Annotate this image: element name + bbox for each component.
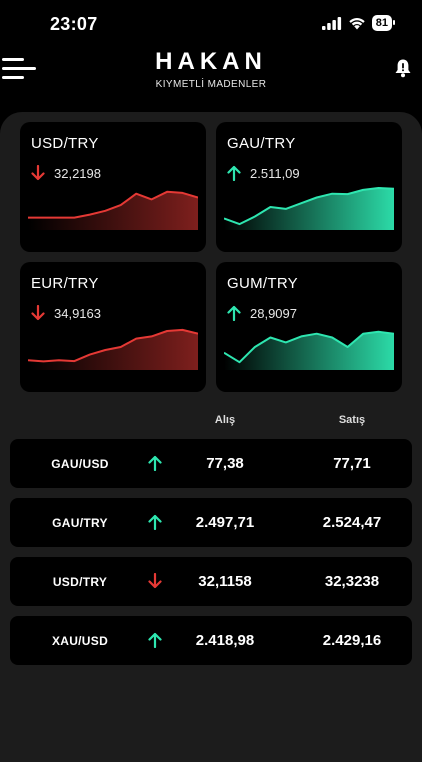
sparkline-line <box>224 187 394 226</box>
sparkline-line <box>224 330 394 364</box>
row-symbol: GAU/USD <box>51 457 109 471</box>
card-symbol: USD/TRY <box>31 135 99 152</box>
row-ask-price: 2.524,47 <box>322 514 382 531</box>
bid-column-header: Alış <box>214 414 236 426</box>
row-ask-price: 77,71 <box>333 455 371 472</box>
sparkline-area <box>28 329 198 370</box>
table-row[interactable]: USD/TRY 32,1158 32,3238 <box>10 557 412 606</box>
menu-button[interactable] <box>2 56 38 84</box>
card-value: 28,9097 <box>250 306 297 321</box>
card-value: 32,2198 <box>54 166 101 181</box>
card-value: 34,9163 <box>54 306 101 321</box>
row-bid-price: 77,38 <box>206 455 244 472</box>
hamburger-icon <box>2 58 24 61</box>
rate-card-eur-try[interactable]: EUR/TRY 34,9163 <box>20 262 206 392</box>
app-title: HAKAN <box>155 48 267 75</box>
trend-up-arrow-icon <box>227 165 241 181</box>
sparkline-chart <box>224 187 394 230</box>
table-row[interactable]: XAU/USD 2.418,98 2.429,16 <box>10 616 412 665</box>
row-symbol: USD/TRY <box>52 575 108 589</box>
status-time: 23:07 <box>50 14 98 34</box>
table-row[interactable]: GAU/USD 77,38 77,71 <box>10 439 412 488</box>
row-ask-price: 2.429,16 <box>322 632 382 649</box>
app-header: HAKAN KIYMETLİ MADENLER <box>0 48 422 108</box>
status-bar: 23:07 81 <box>0 0 422 48</box>
status-icons: 81 <box>321 15 396 31</box>
ask-column-header: Satış <box>338 414 366 426</box>
sparkline-area <box>28 191 198 230</box>
table-row[interactable]: GAU/TRY 2.497,71 2.524,47 <box>10 498 412 547</box>
row-ask-price: 32,3238 <box>324 573 380 590</box>
trend-up-arrow-icon <box>148 455 162 471</box>
sparkline-chart <box>28 328 198 370</box>
trend-down-arrow-icon <box>148 573 162 589</box>
hamburger-icon-line <box>2 67 36 70</box>
row-bid-price: 2.418,98 <box>195 632 255 649</box>
rate-card-usd-try[interactable]: USD/TRY 32,2198 <box>20 122 206 252</box>
card-symbol: GUM/TRY <box>227 275 298 292</box>
trend-down-arrow-icon <box>31 305 45 321</box>
notification-bell-icon[interactable] <box>394 58 412 78</box>
trend-down-arrow-icon <box>31 165 45 181</box>
row-bid-price: 32,1158 <box>198 573 252 590</box>
row-symbol: GAU/TRY <box>52 516 108 530</box>
cellular-signal-icon <box>321 16 341 30</box>
sparkline-chart <box>28 190 198 230</box>
wifi-icon <box>349 17 365 29</box>
card-value: 2.511,09 <box>250 166 300 181</box>
trend-up-arrow-icon <box>148 632 162 648</box>
hamburger-icon-line <box>2 76 24 79</box>
rate-card-gau-try[interactable]: GAU/TRY 2.511,09 <box>216 122 402 252</box>
trend-up-arrow-icon <box>227 305 241 321</box>
app-logo: HAKAN KIYMETLİ MADENLER <box>0 48 422 90</box>
card-symbol: EUR/TRY <box>31 275 99 292</box>
sparkline-area <box>224 188 394 230</box>
battery-icon: 81 <box>371 15 396 31</box>
sparkline-area <box>224 331 394 370</box>
row-symbol: XAU/USD <box>51 634 109 648</box>
sparkline-chart <box>224 330 394 370</box>
sparkline-line <box>28 328 198 363</box>
trend-up-arrow-icon <box>148 514 162 530</box>
row-bid-price: 2.497,71 <box>195 514 255 531</box>
app-subtitle: KIYMETLİ MADENLER <box>155 79 267 90</box>
card-symbol: GAU/TRY <box>227 135 296 152</box>
sparkline-line <box>28 190 198 219</box>
rate-card-gum-try[interactable]: GUM/TRY 28,9097 <box>216 262 402 392</box>
